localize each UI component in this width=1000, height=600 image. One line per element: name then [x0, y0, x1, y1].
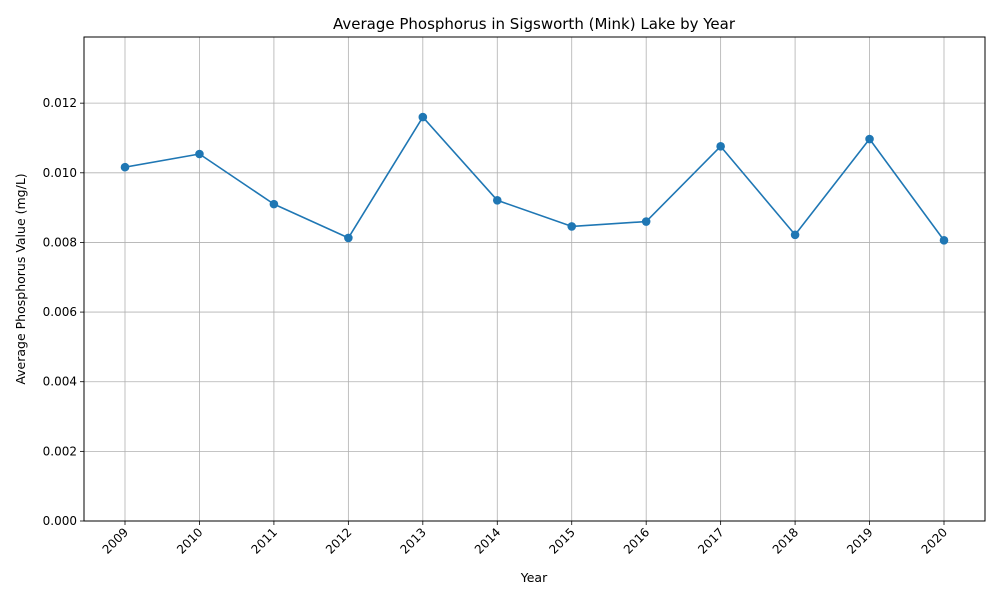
y-axis-title: Average Phosphorus Value (mg/L)	[13, 173, 28, 384]
y-axis-ticks: 0.000 0.002 0.004 0.006 0.008 0.010 0.012	[43, 96, 84, 528]
y-tick-label: 0.008	[43, 235, 77, 249]
data-point	[790, 230, 800, 240]
data-point	[195, 149, 204, 159]
data-point	[567, 222, 577, 231]
y-tick-label: 0.010	[43, 166, 77, 180]
data-point	[641, 217, 651, 226]
data-point	[418, 112, 428, 122]
y-tick-label: 0.004	[43, 375, 77, 389]
data-point	[344, 233, 353, 243]
x-axis-title: Year	[520, 570, 548, 585]
data-point	[492, 196, 502, 205]
data-point	[939, 236, 949, 245]
y-tick-label: 0.006	[43, 305, 77, 319]
y-tick-label: 0.012	[43, 96, 77, 110]
series-layer	[120, 112, 949, 245]
series-line	[124, 116, 945, 241]
y-tick-label: 0.002	[43, 444, 77, 458]
chart-title: Average Phosphorus in Sigsworth (Mink) L…	[333, 15, 736, 33]
data-point	[120, 162, 130, 172]
data-point	[865, 134, 874, 144]
data-point	[716, 142, 725, 151]
y-tick-label: 0.000	[43, 514, 77, 528]
plot-frame	[83, 36, 986, 522]
data-point	[269, 199, 279, 209]
